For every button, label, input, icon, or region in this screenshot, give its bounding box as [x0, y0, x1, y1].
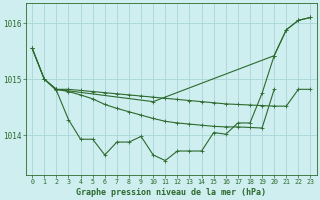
X-axis label: Graphe pression niveau de la mer (hPa): Graphe pression niveau de la mer (hPa) [76, 188, 266, 197]
